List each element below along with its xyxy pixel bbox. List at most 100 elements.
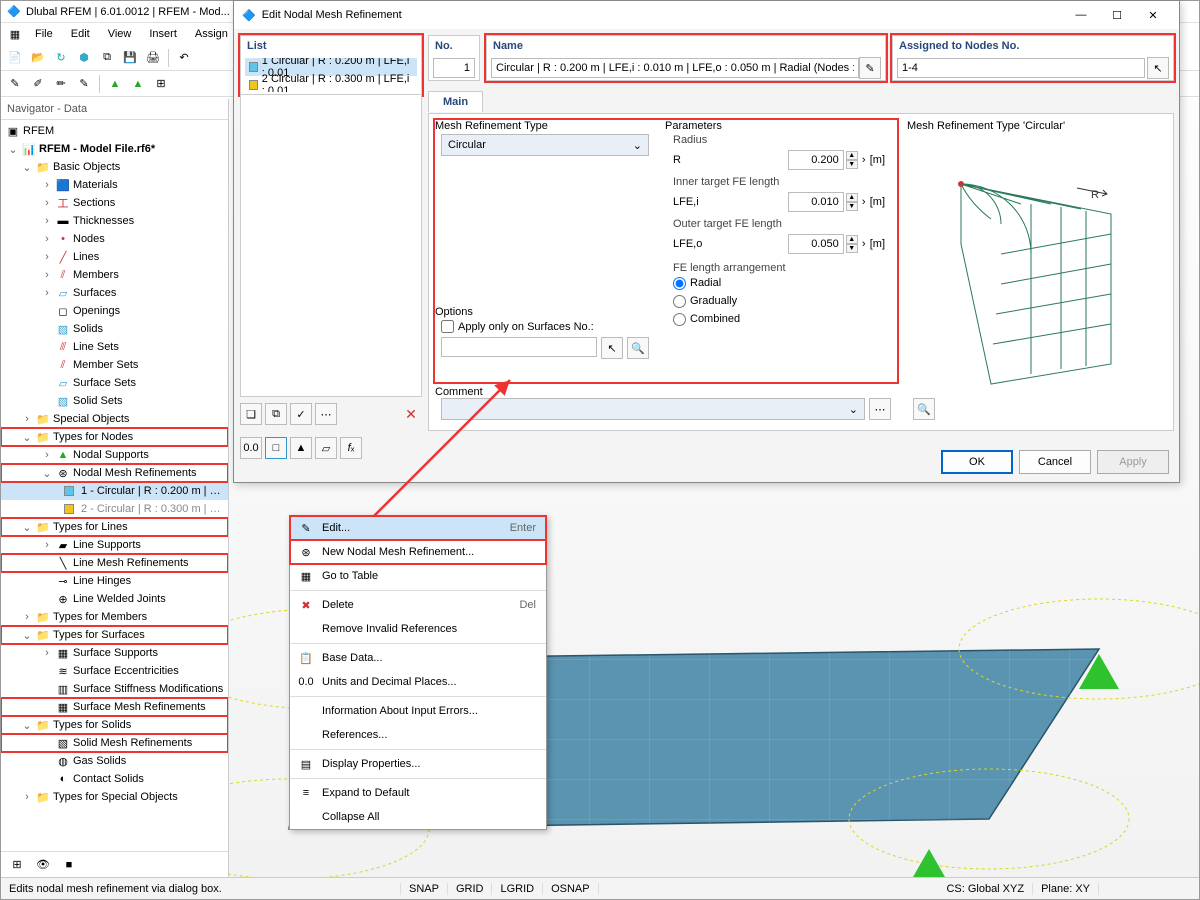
r-up[interactable]: ▲ (846, 151, 858, 160)
r-input[interactable] (788, 150, 844, 170)
lfeo-down[interactable]: ▼ (846, 244, 858, 253)
menu-icon[interactable]: ▦ (5, 24, 25, 44)
tree-rfem-root[interactable]: ▣RFEM (1, 122, 228, 140)
lfei-up[interactable]: ▲ (846, 193, 858, 202)
refinement-list[interactable]: 1 Circular | R : 0.200 m | LFE,i : 0.01 … (245, 58, 417, 92)
ctx-delete[interactable]: ✖DeleteDel (290, 593, 546, 617)
tree-solid-mesh-ref[interactable]: ▧Solid Mesh Refinements (1, 734, 228, 752)
tree-nodes[interactable]: ›•Nodes (1, 230, 228, 248)
tree-surface-supports[interactable]: ›▦Surface Supports (1, 644, 228, 662)
ctx-expand[interactable]: ≡Expand to Default (290, 781, 546, 805)
tree-model[interactable]: ⌄📊RFEM - Model File.rf6* (1, 140, 228, 158)
lfei-input[interactable] (788, 192, 844, 212)
menu-insert[interactable]: Insert (141, 26, 185, 42)
ctx-info-errors[interactable]: Information About Input Errors... (290, 699, 546, 723)
radio-radial[interactable]: Radial (673, 274, 885, 292)
lfei-down[interactable]: ▼ (846, 202, 858, 211)
tree-surfaces[interactable]: ›▱Surfaces (1, 284, 228, 302)
context-menu[interactable]: ✎Edit...Enter ⊛New Nodal Mesh Refinement… (289, 515, 547, 830)
tree-types-surfaces[interactable]: ⌄📁Types for Surfaces (1, 626, 228, 644)
support1-icon[interactable]: ▲ (105, 74, 125, 94)
binoculars-icon[interactable]: 🔍 (627, 337, 649, 359)
copy-icon[interactable]: ⧉ (97, 48, 117, 68)
ctx-edit[interactable]: ✎Edit...Enter (290, 516, 546, 540)
tree-materials[interactable]: ›🟦Materials (1, 176, 228, 194)
menu-edit[interactable]: Edit (63, 26, 98, 42)
tree-lines[interactable]: ›╱Lines (1, 248, 228, 266)
tree-contact-solids[interactable]: ◐Contact Solids (1, 770, 228, 788)
open-icon[interactable]: 📂 (28, 48, 48, 68)
list-delete-icon[interactable]: ✕ (400, 403, 422, 425)
apply-only-checkbox[interactable] (441, 320, 454, 333)
cancel-button[interactable]: Cancel (1019, 450, 1091, 474)
tree-nmr-2[interactable]: 2 - Circular | R : 0.300 m | LFE,i : 0.0… (1, 500, 228, 518)
radio-gradually[interactable]: Gradually (673, 292, 885, 310)
navigator-tree[interactable]: ▣RFEM ⌄📊RFEM - Model File.rf6* ⌄📁Basic O… (1, 120, 228, 851)
ctx-remove-invalid[interactable]: Remove Invalid References (290, 617, 546, 641)
tree-nodal-supports[interactable]: ›▲Nodal Supports (1, 446, 228, 464)
tree-members[interactable]: ›⫽Members (1, 266, 228, 284)
tree-types-special[interactable]: ›📁Types for Special Objects (1, 788, 228, 806)
apply-button[interactable]: Apply (1097, 450, 1169, 474)
ok-button[interactable]: OK (941, 450, 1013, 474)
status-osnap[interactable]: OSNAP (543, 883, 599, 895)
tree-line-mesh-ref[interactable]: ╲Line Mesh Refinements (1, 554, 228, 572)
ctx-references[interactable]: References... (290, 723, 546, 747)
r-down[interactable]: ▼ (846, 160, 858, 169)
name-edit-icon[interactable]: ✎ (859, 57, 881, 79)
tab-main[interactable]: Main (428, 91, 483, 112)
tree-line-hinges[interactable]: ⊸Line Hinges (1, 572, 228, 590)
list-check-icon[interactable]: ✓ (290, 403, 312, 425)
ctx-new-nmr[interactable]: ⊛New Nodal Mesh Refinement... (290, 540, 546, 564)
cube-icon[interactable]: ⬢ (74, 48, 94, 68)
tree-types-lines[interactable]: ⌄📁Types for Lines (1, 518, 228, 536)
minimize-icon[interactable]: — (1063, 4, 1099, 26)
tree-surface-stiff[interactable]: ▥Surface Stiffness Modifications (1, 680, 228, 698)
comment-btn-icon[interactable]: ⋯ (869, 398, 891, 420)
nav-camera-icon[interactable]: ■ (59, 855, 79, 875)
print-icon[interactable]: 🖨 (143, 48, 163, 68)
lfeo-up[interactable]: ▲ (846, 235, 858, 244)
dialog-titlebar[interactable]: 🔷 Edit Nodal Mesh Refinement — ☐ ✕ (234, 1, 1179, 29)
tree-line-welded[interactable]: ⊕Line Welded Joints (1, 590, 228, 608)
tree-surface-ecc[interactable]: ≋Surface Eccentricities (1, 662, 228, 680)
radio-combined[interactable]: Combined (673, 310, 885, 328)
tree-solid-sets[interactable]: ▧Solid Sets (1, 392, 228, 410)
v2-icon[interactable]: □ (265, 437, 287, 459)
wand1-icon[interactable]: ✎ (5, 74, 25, 94)
lfeo-input[interactable] (788, 234, 844, 254)
tree-nmr-1[interactable]: 1 - Circular | R : 0.200 m | LFE,i : 0.0… (1, 482, 228, 500)
assigned-pick-icon[interactable]: ↖ (1147, 57, 1169, 79)
ctx-units[interactable]: 0.0Units and Decimal Places... (290, 670, 546, 694)
mesh-type-combo[interactable]: Circular ⌄ (441, 134, 649, 156)
support3-icon[interactable]: ⊞ (151, 74, 171, 94)
tree-basic-objects[interactable]: ⌄📁Basic Objects (1, 158, 228, 176)
list-more-icon[interactable]: ⋯ (315, 403, 337, 425)
status-snap[interactable]: SNAP (401, 883, 448, 895)
v4-icon[interactable]: ▱ (315, 437, 337, 459)
nav-eye-icon[interactable]: 👁 (33, 855, 53, 875)
wand3-icon[interactable]: ✏ (51, 74, 71, 94)
support2-icon[interactable]: ▲ (128, 74, 148, 94)
comment-combo[interactable]: ⌄ (441, 398, 865, 420)
tree-line-supports[interactable]: ›▰Line Supports (1, 536, 228, 554)
undo-icon[interactable]: ↶ (174, 48, 194, 68)
tree-sections[interactable]: ›工Sections (1, 194, 228, 212)
menu-view[interactable]: View (100, 26, 140, 42)
save-icon[interactable]: 💾 (120, 48, 140, 68)
new-icon[interactable]: 📄 (5, 48, 25, 68)
menu-file[interactable]: File (27, 26, 61, 42)
tree-surface-sets[interactable]: ▱Surface Sets (1, 374, 228, 392)
ctx-collapse[interactable]: Collapse All (290, 805, 546, 829)
no-input[interactable] (433, 58, 475, 78)
v5-icon[interactable]: fₓ (340, 437, 362, 459)
tree-member-sets[interactable]: ⫽Member Sets (1, 356, 228, 374)
list-dup-icon[interactable]: ⧉ (265, 403, 287, 425)
wand4-icon[interactable]: ✎ (74, 74, 94, 94)
status-lgrid[interactable]: LGRID (492, 883, 543, 895)
tree-gas-solids[interactable]: ◍Gas Solids (1, 752, 228, 770)
ctx-display-props[interactable]: ▤Display Properties... (290, 752, 546, 776)
preview-zoom-icon[interactable]: 🔍 (913, 398, 935, 420)
tree-thicknesses[interactable]: ›▬Thicknesses (1, 212, 228, 230)
v1-icon[interactable]: 0.0 (240, 437, 262, 459)
